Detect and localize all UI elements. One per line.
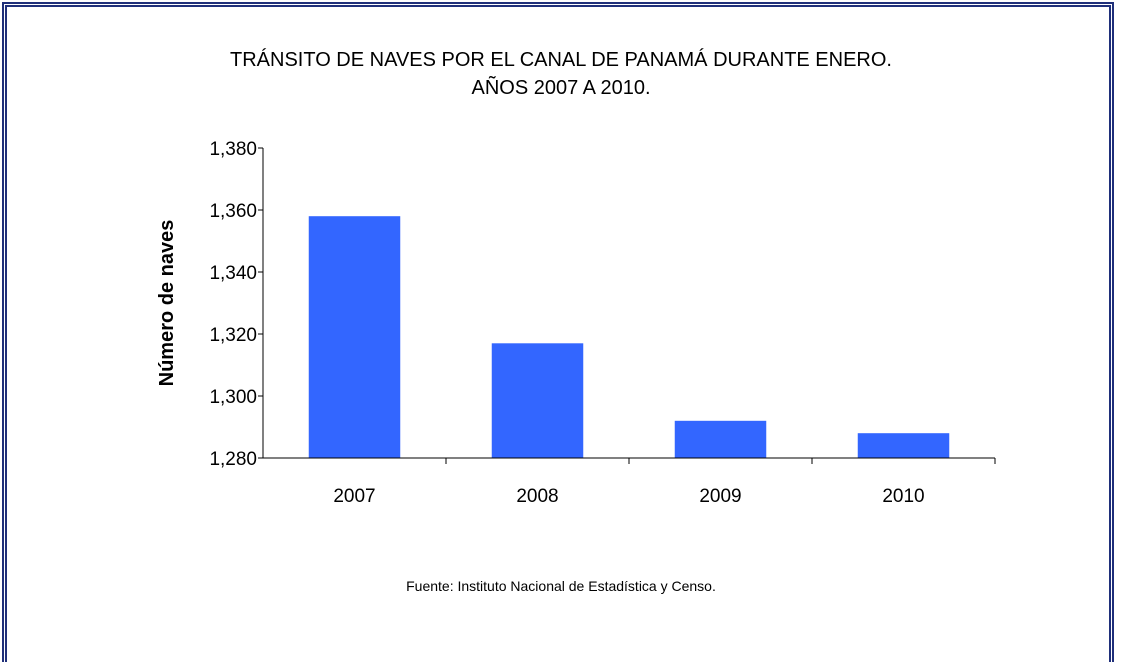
y-tick-label: 1,380 bbox=[209, 139, 257, 160]
x-tick-label: 2008 bbox=[516, 486, 558, 507]
x-tick-label: 2009 bbox=[699, 486, 741, 507]
bar bbox=[857, 433, 950, 458]
chart-title: TRÁNSITO DE NAVES POR EL CANAL DE PANAMÁ… bbox=[230, 49, 892, 99]
source-note: Fuente: Instituto Nacional de Estadístic… bbox=[406, 578, 716, 594]
bar bbox=[491, 343, 584, 458]
bar bbox=[674, 420, 767, 458]
y-tick-label: 1,280 bbox=[209, 449, 257, 470]
y-tick-label: 1,300 bbox=[209, 387, 257, 408]
x-tick-label: 2010 bbox=[882, 486, 924, 507]
y-tick-label: 1,320 bbox=[209, 325, 257, 346]
y-axis-label: Número de naves bbox=[156, 220, 178, 387]
y-tick-label: 1,360 bbox=[209, 201, 257, 222]
y-tick-label: 1,340 bbox=[209, 263, 257, 284]
x-tick-label: 2007 bbox=[333, 486, 375, 507]
bar bbox=[308, 216, 401, 458]
